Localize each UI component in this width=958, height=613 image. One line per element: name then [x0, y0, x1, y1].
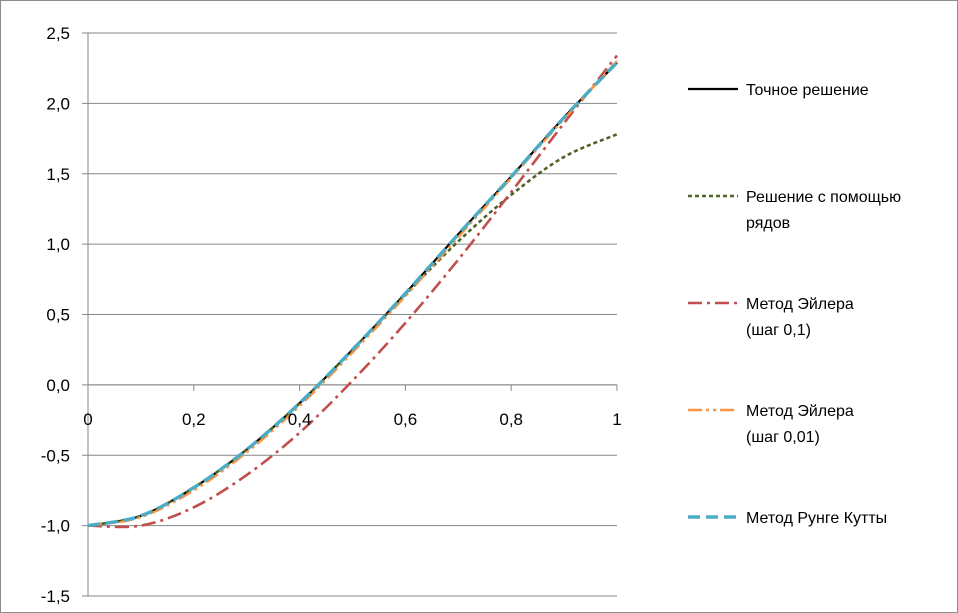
y-tick-label: 2,5: [46, 24, 70, 43]
legend-label: Точное решение: [746, 82, 869, 99]
y-tick-label: 1,5: [46, 165, 70, 184]
y-tick-label: 0,5: [46, 306, 70, 325]
legend-label: (шаг 0,01): [746, 429, 820, 446]
y-tick-label: 2,0: [46, 94, 70, 113]
axis-layer: [82, 32, 618, 597]
y-tick-label: 0,0: [46, 376, 70, 395]
x-tick-label: 0: [83, 410, 92, 429]
y-tick-label: -1,0: [41, 517, 70, 536]
legend-label: (шаг 0,1): [746, 322, 811, 339]
x-tick-label: 0,4: [288, 410, 312, 429]
legend-label: Решение с помощью: [746, 189, 901, 206]
x-tick-label: 0,2: [182, 410, 206, 429]
series-layer: [87, 54, 619, 529]
legend-label: рядов: [746, 215, 790, 232]
y-tick-label: 1,0: [46, 235, 70, 254]
x-tick-label: 0,6: [394, 410, 418, 429]
y-tick-label: -1,5: [41, 587, 70, 606]
euler-step-01-line: [87, 54, 619, 529]
x-tick-label: 1: [612, 410, 621, 429]
tick-label-layer: 2,5 2,0 1,5 1,0 0,5 0,0 -0,5 -1,0 -1,5 0 0,2 0,4 0,6…: [41, 24, 622, 606]
legend-label: Метод Рунге Кутты: [746, 510, 887, 527]
x-tick-label: 0,8: [499, 410, 523, 429]
y-tick-label: -0,5: [41, 446, 70, 465]
runge-kutta-line: [87, 61, 619, 528]
legend-label: Метод Эйлера: [746, 296, 854, 313]
legend: Точное решение Решение с помощью рядов Мето…: [688, 82, 901, 527]
legend-label: Метод Эйлера: [746, 403, 854, 420]
